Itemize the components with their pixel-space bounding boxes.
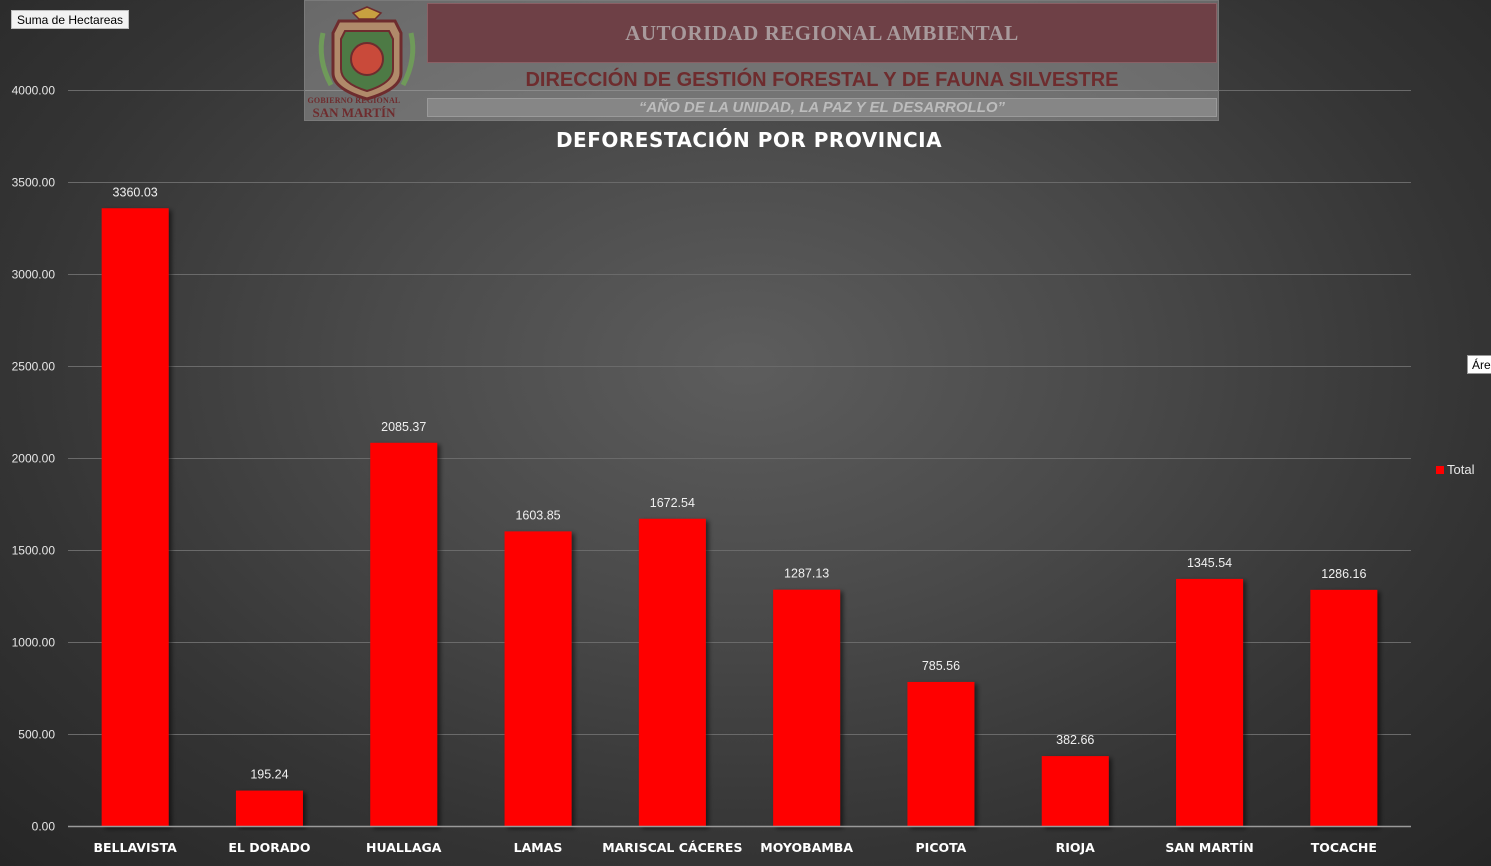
- legend-label: Total: [1447, 462, 1475, 477]
- data-label: 1345.54: [1187, 556, 1232, 570]
- bar: [1176, 578, 1244, 827]
- field-button-suma-de-hectareas[interactable]: Suma de Hectareas: [11, 10, 130, 29]
- header-banner: GOBIERNO REGIONAL SAN MARTÍN AUTORIDAD R…: [304, 0, 1219, 121]
- data-label: 1672.54: [650, 496, 695, 510]
- x-tick-label: SAN MARTÍN: [1165, 840, 1253, 855]
- x-tick-label: TOCACHE: [1311, 840, 1377, 855]
- y-tick-label: 500.00: [18, 728, 55, 742]
- bar: [1041, 756, 1109, 827]
- data-label: 785.56: [922, 659, 960, 673]
- y-tick-label: 2500.00: [12, 360, 56, 374]
- x-tick-label: RIOJA: [1056, 840, 1096, 855]
- data-label: 3360.03: [113, 185, 158, 199]
- seal-caption-big: SAN MARTÍN: [312, 105, 396, 120]
- data-label: 195.24: [250, 768, 288, 782]
- org-motto: “AÑO DE LA UNIDAD, LA PAZ Y EL DESARROLL…: [638, 99, 1006, 116]
- x-tick-label: MARISCAL CÁCERES: [602, 840, 742, 855]
- bar: [907, 681, 975, 827]
- data-label: 1603.85: [515, 508, 560, 522]
- y-tick-label: 3000.00: [12, 268, 56, 282]
- gridlines: [68, 90, 1411, 735]
- y-tick-label: 3500.00: [12, 176, 56, 190]
- y-tick-label: 4000.00: [12, 84, 56, 98]
- bar: [370, 442, 438, 827]
- x-tick-label: EL DORADO: [228, 840, 310, 855]
- x-axis-ticks: BELLAVISTA EL DORADO HUALLAGA LAMAS MARISCAL…: [93, 840, 1376, 855]
- bar: [773, 589, 841, 827]
- y-tick-label: 2000.00: [12, 452, 56, 466]
- y-tick-label: 0.00: [32, 820, 56, 834]
- org-subtitle: DIRECCIÓN DE GESTIÓN FORESTAL Y DE FAUNA…: [525, 69, 1119, 91]
- chart-title: DEFORESTACIÓN POR PROVINCIA: [556, 128, 942, 152]
- bar: [235, 790, 303, 827]
- bar: [101, 208, 169, 827]
- x-tick-label: HUALLAGA: [366, 840, 442, 855]
- y-tick-label: 1500.00: [12, 544, 56, 558]
- bar: [638, 518, 706, 827]
- org-motto-box: “AÑO DE LA UNIDAD, LA PAZ Y EL DESARROLL…: [427, 98, 1217, 117]
- seal-caption-small: GOBIERNO REGIONAL: [307, 96, 401, 105]
- bar-series-total: [101, 208, 1378, 827]
- data-label: 382.66: [1056, 733, 1094, 747]
- data-label: 1286.16: [1321, 567, 1366, 581]
- side-tooltip: Áre: [1467, 355, 1491, 374]
- data-label: 2085.37: [381, 420, 426, 434]
- x-tick-label: PICOTA: [916, 840, 967, 855]
- regional-seal-logo: [318, 6, 416, 101]
- data-label: 1287.13: [784, 567, 829, 581]
- data-labels: 3360.03 195.24 2085.37 1603.85 1672.54 1287.1…: [113, 185, 1367, 781]
- bar: [1310, 589, 1378, 827]
- y-tick-label: 1000.00: [12, 636, 56, 650]
- x-tick-label: BELLAVISTA: [93, 840, 177, 855]
- org-title: AUTORIDAD REGIONAL AMBIENTAL: [625, 20, 1019, 45]
- x-tick-label: MOYOBAMBA: [760, 840, 853, 855]
- org-title-box: AUTORIDAD REGIONAL AMBIENTAL: [427, 3, 1217, 63]
- legend-swatch: [1436, 465, 1444, 474]
- bar: [504, 531, 572, 827]
- x-tick-label: LAMAS: [514, 840, 563, 855]
- y-axis-ticks: 0.00 500.00 1000.00 1500.00 2000.00 2500.00 30…: [12, 84, 56, 834]
- legend: Total: [1436, 462, 1474, 477]
